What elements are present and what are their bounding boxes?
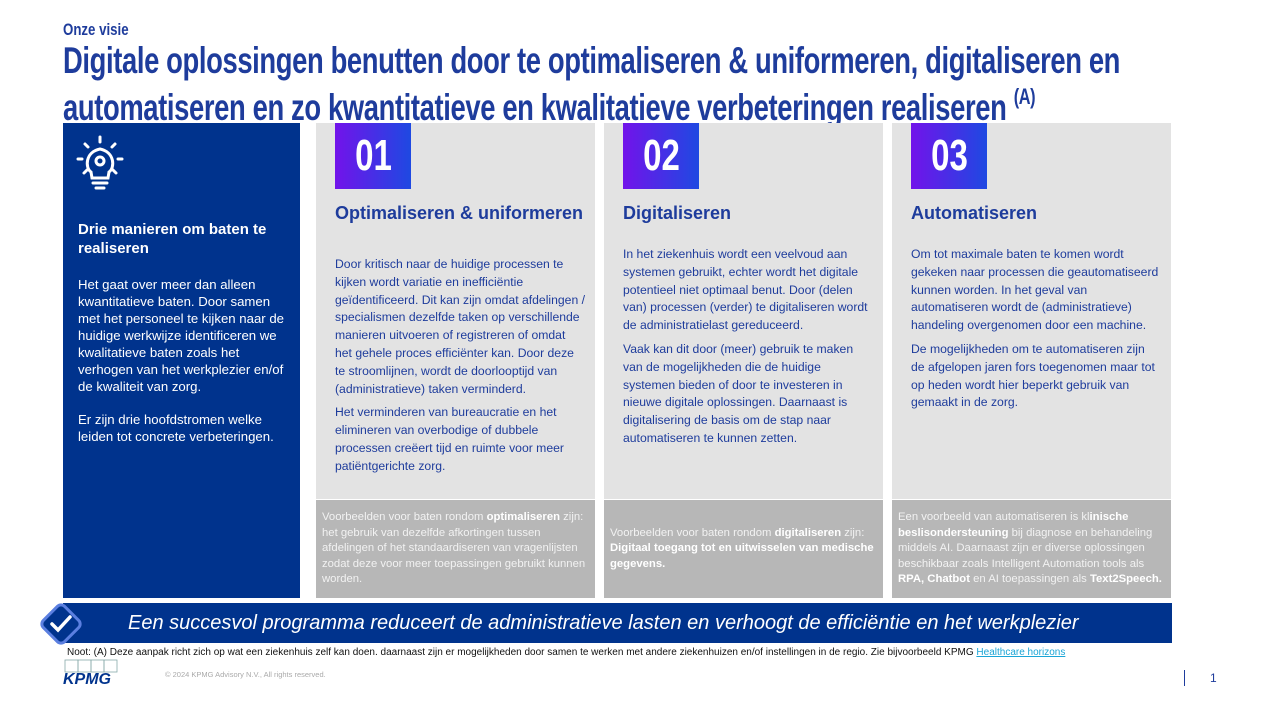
copyright: © 2024 KPMG Advisory N.V., All rights re… (165, 670, 326, 679)
page-title: Digitale oplossingen benutten door te op… (63, 40, 1121, 128)
example-text: digitaliseren (774, 526, 842, 539)
column-digitaliseren: 02 Digitaliseren In het ziekenhuis wordt… (604, 123, 883, 598)
number-badge: 02 (623, 123, 699, 189)
column-heading: Automatiseren (911, 203, 1038, 223)
column-paragraph: De mogelijkheden om te automatiseren zij… (911, 341, 1155, 410)
column-paragraph: Vaak kan dit door (meer) gebruik te make… (623, 341, 854, 445)
intro-heading: Drie manieren om baten te realiseren (78, 221, 267, 257)
page-number: 1 (1210, 671, 1217, 685)
column-paragraph: Om tot maximale baten te komen wordt gek… (911, 247, 1159, 333)
column-heading: Optimaliseren & uniformeren (335, 203, 584, 223)
column-paragraph: Door kritisch naar de huidige processen … (335, 257, 585, 396)
title-note: (A) (1013, 84, 1036, 109)
number-badge: 03 (911, 123, 987, 189)
kpmg-logo: KPMG (63, 659, 118, 687)
example-text: optimaliseren (486, 511, 561, 524)
title-line-1: Digitale oplossingen benutten door te op… (63, 40, 1121, 81)
example-text: Text2Speech. (1089, 573, 1162, 586)
example-text: Voorbeelden voor baten rondom (610, 526, 775, 539)
example-text: en AI toepassingen als (969, 573, 1090, 586)
checkmark-icon (40, 603, 82, 645)
number-badge: 01 (335, 123, 411, 189)
kicker: Onze visie (63, 20, 129, 39)
column-heading: Digitaliseren (623, 203, 732, 223)
example-text: zijn: (841, 526, 865, 539)
column-paragraph: In het ziekenhuis wordt een veelvoud aan… (623, 247, 868, 333)
intro-paragraph: Het gaat over meer dan alleen kwantitati… (78, 277, 284, 394)
intro-panel: Drie manieren om baten te realiseren Het… (63, 123, 300, 598)
lightbulb-gear-icon (76, 135, 124, 190)
divider (1184, 670, 1185, 686)
example-text: zijn: het gebruik van dezelfde afkorting… (322, 511, 586, 586)
column-automatiseren: 03 Automatiseren Om tot maximale baten t… (892, 123, 1171, 598)
footnote: Noot: (A) Deze aanpak richt zich op wat … (67, 647, 1066, 658)
example-box: Voorbeelden voor baten rondom digitalise… (604, 500, 883, 598)
example-text: Een voorbeeld van automatiseren is kl (898, 511, 1090, 524)
example-box: Een voorbeeld van automatiseren is klini… (892, 500, 1171, 598)
example-text: inische beslisondersteuning (898, 511, 1129, 539)
healthcare-horizons-link[interactable]: Healthcare horizons (976, 647, 1066, 658)
intro-paragraph: Er zijn drie hoofdstromen welke leiden t… (78, 412, 274, 444)
title-line-2: automatiseren en zo kwantitatieve en kwa… (63, 87, 1007, 128)
example-text: RPA, Chatbot (898, 573, 970, 586)
svg-text:KPMG: KPMG (63, 671, 111, 687)
example-text: Voorbeelden voor baten rondom (322, 511, 487, 524)
example-text: bij diagnose en behandeling middels AI. … (898, 526, 1153, 570)
example-text: Digitaal toegang tot en uitwisselen van … (610, 542, 874, 570)
column-paragraph: Het verminderen van bureaucratie en het … (335, 405, 564, 473)
column-optimaliseren: 01 Optimaliseren & uniformeren Door krit… (316, 123, 595, 598)
example-box: Voorbeelden voor baten rondom optimalise… (316, 500, 595, 598)
conclusion-banner: Een succesvol programma reduceert de adm… (63, 603, 1172, 643)
